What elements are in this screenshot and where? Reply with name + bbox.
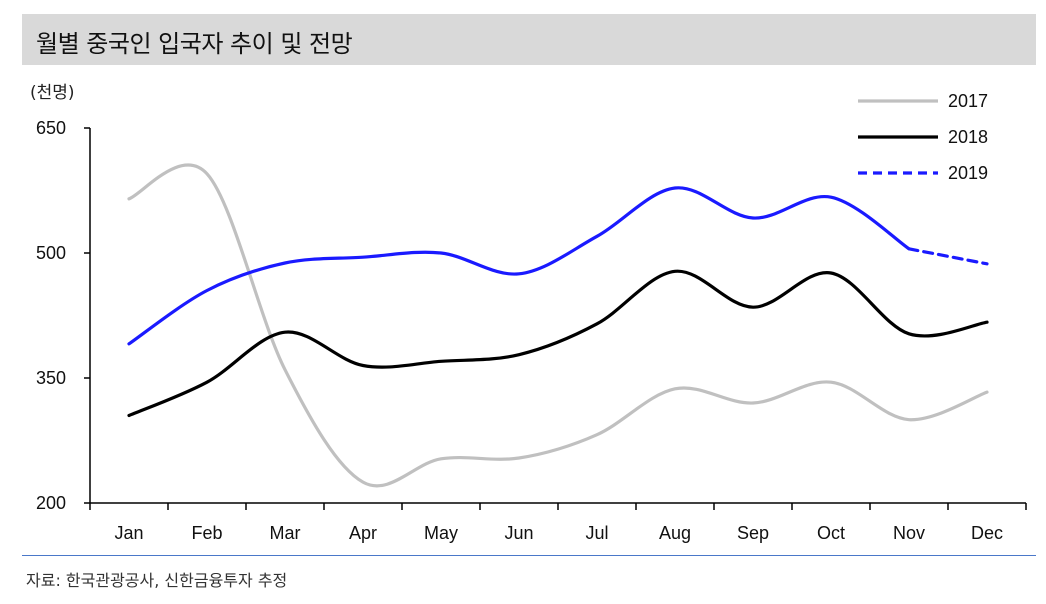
y-unit-label: (천명) <box>30 83 75 103</box>
source-note: 자료: 한국관광공사, 신한금융투자 추정 <box>26 571 288 590</box>
x-tick-label: Aug <box>659 523 691 543</box>
y-tick-label: 350 <box>36 368 66 388</box>
x-tick-label: Sep <box>737 523 769 543</box>
x-tick-label: Jan <box>114 523 143 543</box>
line-chart: 200 350 500 650 Jan Feb Mar Apr May Jun Jul Aug Sep O… <box>36 91 1027 543</box>
x-tick-label: Feb <box>191 523 222 543</box>
x-tick-label: Dec <box>971 523 1003 543</box>
x-tick-label: Oct <box>817 523 845 543</box>
legend-label-2019: 2019 <box>948 163 988 183</box>
chart-header: 월별 중국인 입국자 추이 및 전망 <box>22 14 1036 65</box>
series-line-2017 <box>127 163 989 488</box>
footer-divider <box>22 555 1036 556</box>
y-tick-label: 500 <box>36 243 66 263</box>
x-tick-label: May <box>424 523 458 543</box>
y-tick-label: 650 <box>36 118 66 138</box>
y-tick-label: 200 <box>36 493 66 513</box>
series-line-2018 <box>127 269 989 418</box>
x-tick-label: Apr <box>349 523 377 543</box>
x-tick-label: Jun <box>504 523 533 543</box>
legend-label-2018: 2018 <box>948 127 988 147</box>
chart-title: 월별 중국인 입국자 추이 및 전망 <box>36 30 353 58</box>
series-line-forecast-dashed <box>907 247 989 266</box>
legend-label-2017: 2017 <box>948 91 988 111</box>
x-tick-label: Jul <box>585 523 608 543</box>
series-line-2019 <box>127 186 911 346</box>
x-tick-label: Nov <box>893 523 925 543</box>
x-tick-label: Mar <box>270 523 301 543</box>
